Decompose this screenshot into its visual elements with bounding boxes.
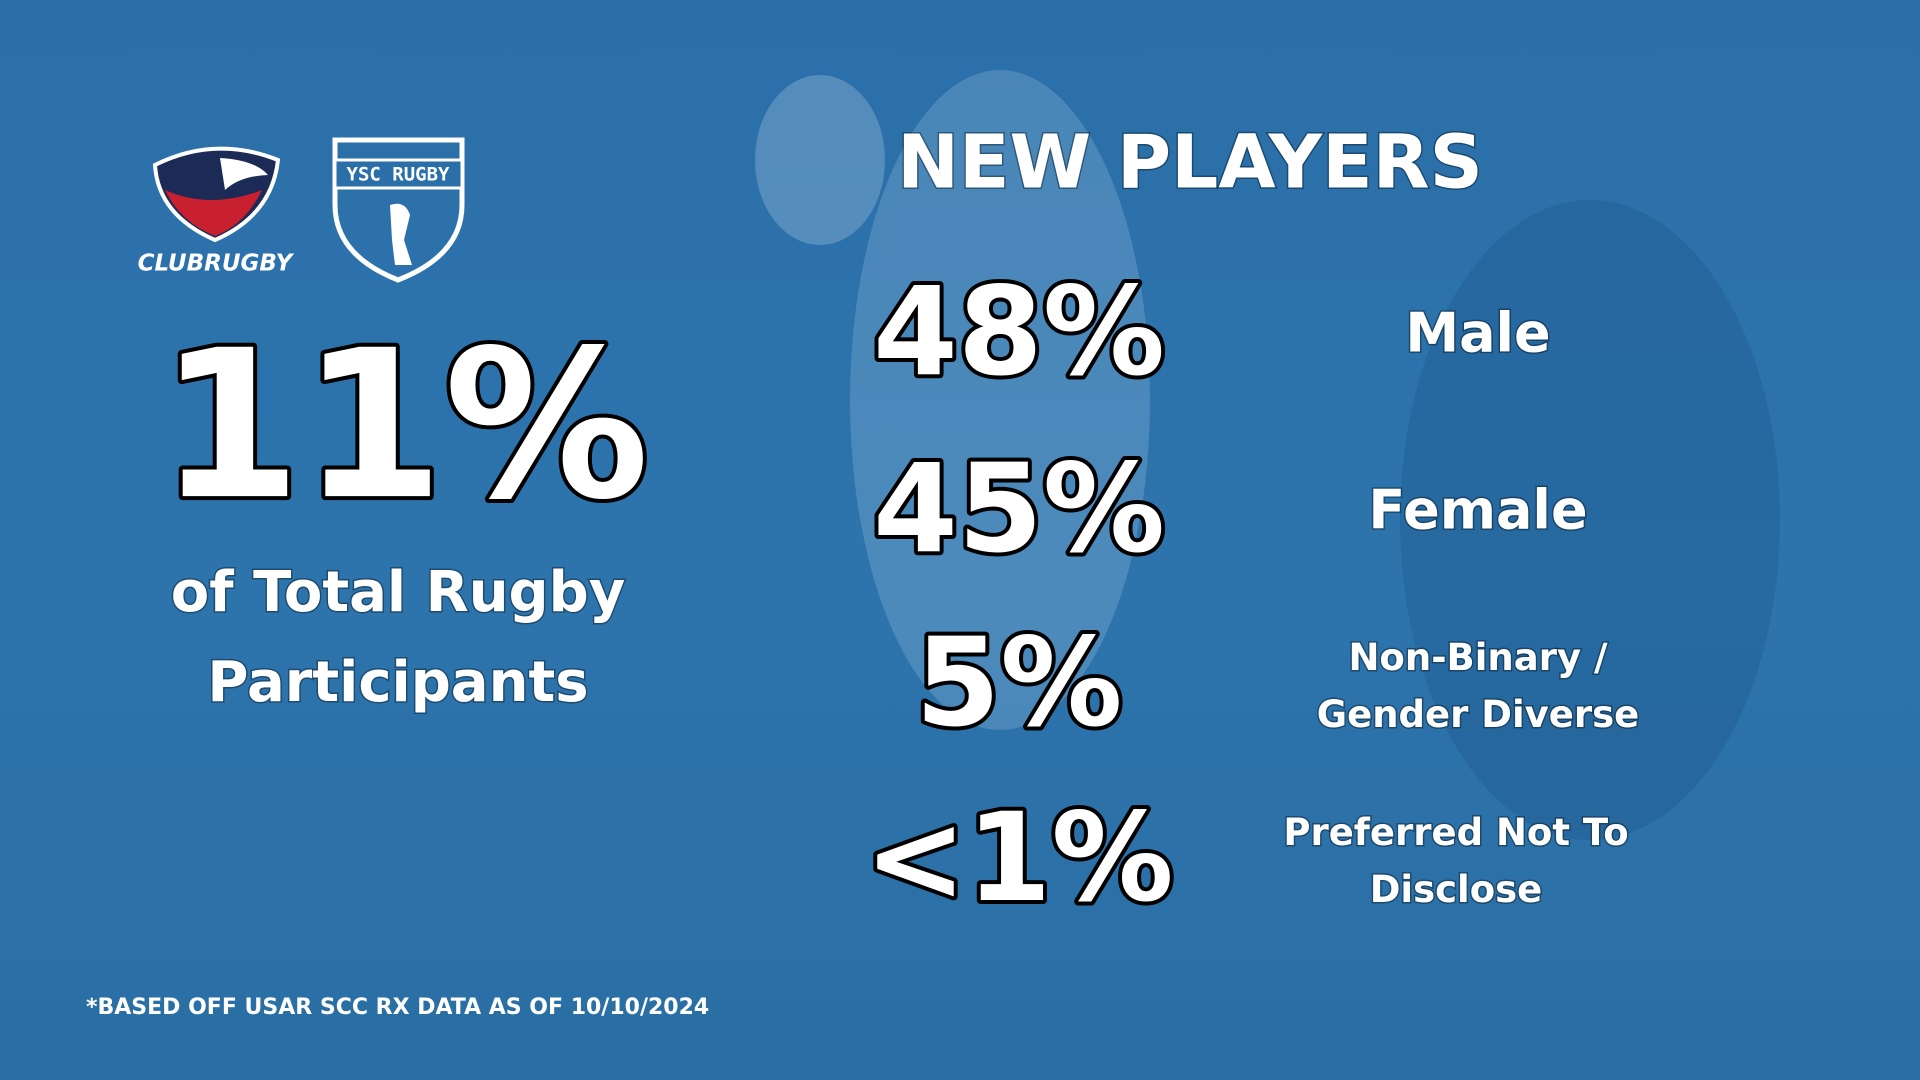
footnote: *BASED OFF USAR SCC RX DATA AS OF 10/10/…: [86, 995, 709, 1020]
ysc-rugby-logo: YSC RUGBY: [332, 137, 465, 283]
stat-value: 48%: [873, 261, 1165, 403]
stat-label: Non-Binary /: [1348, 636, 1608, 679]
background-figures: [755, 70, 1780, 840]
stats-list: 48% Male 45% Female 5% Non-Binary / Gender Div…: [860, 257, 1640, 933]
stat-value: 45%: [873, 438, 1165, 580]
stat-label: Female: [1368, 479, 1587, 542]
stat-value: <1%: [864, 787, 1173, 929]
caption-line: Participants: [207, 650, 588, 715]
stat-label: Male: [1405, 302, 1550, 365]
highlight-value: 11%: [159, 307, 650, 545]
section-title: NEW PLAYERS: [897, 120, 1483, 206]
stat-label: Preferred Not To: [1283, 811, 1628, 854]
club-rugby-logo: CLUBRUGBY: [138, 146, 295, 277]
stat-label: Gender Diverse: [1317, 693, 1640, 736]
stat-value: 5%: [915, 612, 1122, 754]
highlight-caption: of Total Rugby Participants: [169, 559, 626, 717]
stat-label: Disclose: [1370, 868, 1543, 911]
logo-text: CLUBRUGBY: [138, 251, 295, 277]
logo-text: YSC RUGBY: [347, 164, 451, 186]
caption-line: of Total Rugby: [171, 560, 625, 625]
